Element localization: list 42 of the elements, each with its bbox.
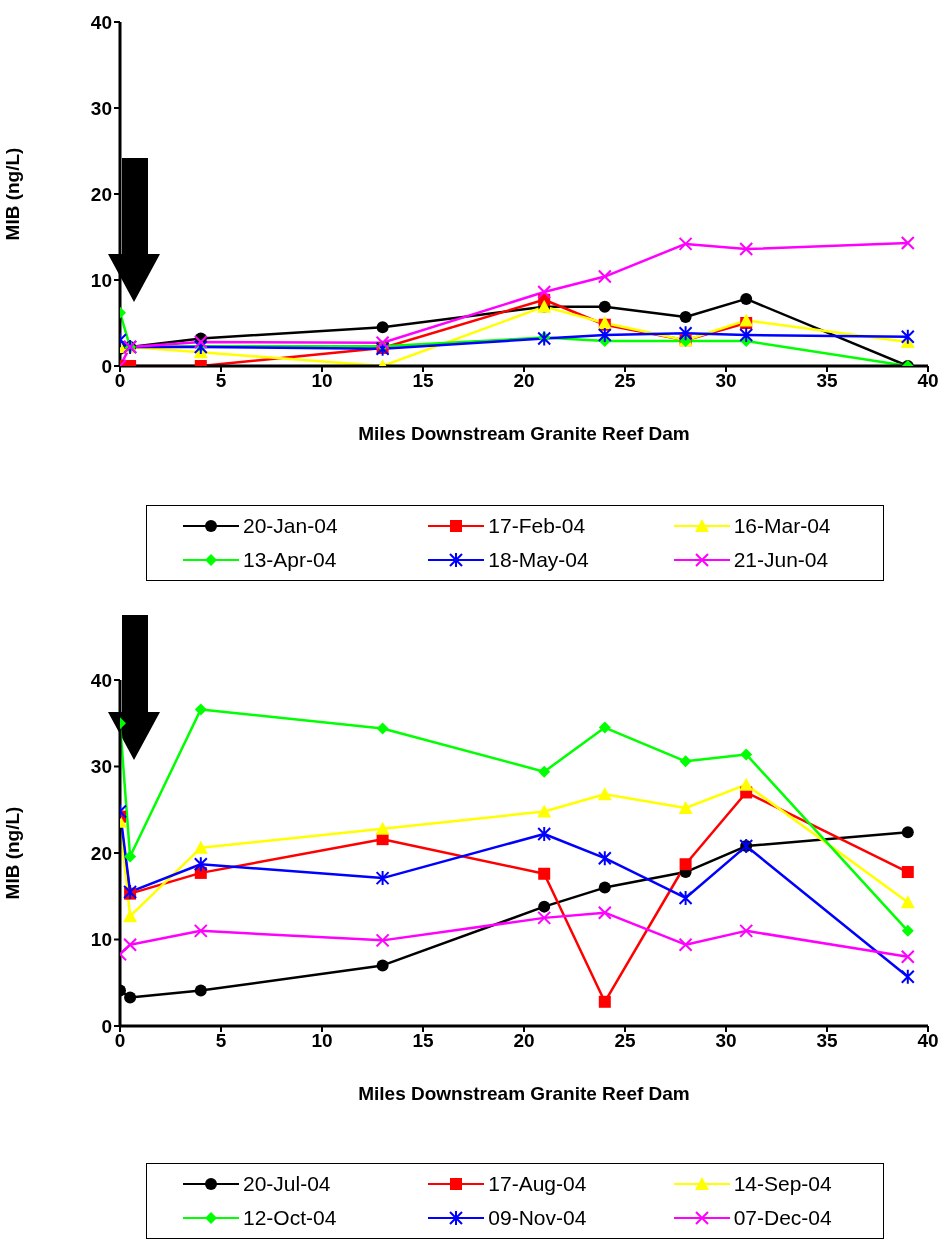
y-tick-label: 10 xyxy=(90,269,112,291)
y-tick-label: 30 xyxy=(90,97,112,119)
x-tick-label: 10 xyxy=(311,370,333,392)
y-tick-label: 30 xyxy=(90,756,112,778)
legend-label: 09-Nov-04 xyxy=(488,1206,587,1230)
x-tick-label: 10 xyxy=(311,1030,333,1052)
y-tick-label: 40 xyxy=(90,669,112,691)
legend-label: 13-Apr-04 xyxy=(243,548,337,572)
y-tick-label: 40 xyxy=(90,11,112,33)
x-axis-title: Miles Downstream Granite Reef Dam xyxy=(358,1083,690,1104)
x-tick-label: 30 xyxy=(715,370,737,392)
legend-label: 17-Feb-04 xyxy=(488,514,586,538)
x-tick-label: 5 xyxy=(215,370,227,392)
legend-label: 17-Aug-04 xyxy=(488,1172,587,1196)
y-tick-label: 0 xyxy=(101,1015,112,1037)
legend-label: 14-Sep-04 xyxy=(733,1172,832,1196)
legend-label: 16-Mar-04 xyxy=(733,514,831,538)
x-tick-label: 40 xyxy=(917,370,939,392)
x-tick-label: 25 xyxy=(614,1030,636,1052)
y-tick-label: 20 xyxy=(90,183,112,205)
x-tick-label: 20 xyxy=(513,370,535,392)
x-tick-label: 5 xyxy=(215,1030,227,1052)
legend-label: 18-May-04 xyxy=(488,548,589,572)
y-axis-title: MIB (ng/L) xyxy=(1,806,23,900)
y-axis-title: MIB (ng/L) xyxy=(1,147,23,241)
legend-label: 07-Dec-04 xyxy=(733,1206,832,1230)
y-tick-label: 0 xyxy=(101,355,112,377)
x-axis-title: Miles Downstream Granite Reef Dam xyxy=(358,423,690,444)
legend-label: 20-Jul-04 xyxy=(243,1172,331,1196)
x-tick-label: 35 xyxy=(816,1030,838,1052)
x-tick-label: 25 xyxy=(614,370,636,392)
x-tick-label: 40 xyxy=(917,1030,939,1052)
x-tick-label: 15 xyxy=(412,370,434,392)
legend-label: 20-Jan-04 xyxy=(243,514,338,538)
y-tick-label: 10 xyxy=(90,929,112,951)
legend-label: 21-Jun-04 xyxy=(733,548,829,572)
legend-label: 12-Oct-04 xyxy=(243,1206,337,1230)
y-tick-label: 20 xyxy=(90,842,112,864)
x-tick-label: 20 xyxy=(513,1030,535,1052)
x-tick-label: 35 xyxy=(816,370,838,392)
x-tick-label: 30 xyxy=(715,1030,737,1052)
x-tick-label: 15 xyxy=(412,1030,434,1052)
